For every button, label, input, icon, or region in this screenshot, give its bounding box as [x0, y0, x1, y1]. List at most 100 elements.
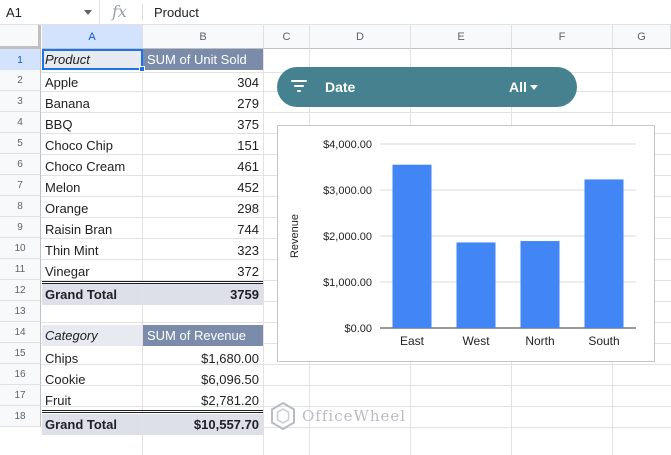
row-header-18[interactable]: 18 [0, 406, 41, 427]
table-row-value[interactable]: 151 [237, 138, 259, 153]
formula-divider [142, 4, 143, 20]
grid-line [41, 385, 671, 386]
bar [520, 241, 560, 328]
column-header-b[interactable]: B [143, 25, 264, 49]
row-header-10[interactable]: 10 [0, 238, 41, 259]
y-tick-label: $1,000.00 [323, 277, 372, 289]
date-filter-control[interactable]: Date All [277, 67, 577, 107]
row-header-5[interactable]: 5 [0, 133, 41, 154]
pivot2-header-sum[interactable]: SUM of Revenue [143, 325, 263, 346]
row-header-12[interactable]: 12 [0, 280, 41, 301]
table-row-label[interactable]: Choco Chip [45, 138, 113, 153]
row-header-6[interactable]: 6 [0, 154, 41, 175]
y-tick-label: $2,000.00 [323, 231, 372, 243]
x-tick-label: North [525, 334, 554, 348]
table-row-value[interactable]: 279 [237, 96, 259, 111]
table-row-label[interactable]: Melon [45, 180, 81, 195]
column-header-a[interactable]: A [42, 25, 143, 49]
row-header-11[interactable]: 11 [0, 259, 41, 280]
chart-svg: $0.00 $1,000.00 $2,000.00 $3,000.00 $4,000.0… [289, 139, 636, 348]
x-tick-label: South [588, 334, 619, 348]
formula-bar: A1 fx Product [0, 0, 671, 25]
pivot1-grand-total-label[interactable]: Grand Total [42, 284, 142, 305]
table-row-value[interactable]: 744 [237, 222, 259, 237]
x-tick-label: East [400, 334, 425, 348]
column-header-d[interactable]: D [310, 25, 411, 49]
row-header-15[interactable]: 15 [0, 343, 41, 364]
pivot2-grand-total-value[interactable]: $10,557.70 [143, 414, 263, 435]
table-row-value[interactable]: 461 [237, 159, 259, 174]
table-row-value[interactable]: 375 [237, 117, 259, 132]
grid-line [263, 49, 264, 455]
officewheel-logo [271, 401, 295, 431]
watermark-text: OfficeWheel [302, 407, 407, 425]
table-row-value[interactable]: 323 [237, 243, 259, 258]
table-row-value[interactable]: 452 [237, 180, 259, 195]
total-divider [42, 281, 263, 284]
table-row-label[interactable]: Banana [45, 96, 90, 111]
bar [392, 164, 432, 328]
grid-line [41, 364, 671, 365]
row-header-1[interactable]: 1 [0, 49, 41, 72]
row-header-14[interactable]: 14 [0, 322, 41, 343]
pivot1-header-product[interactable]: Product [42, 49, 142, 70]
column-header-e[interactable]: E [411, 25, 512, 49]
table-row-label[interactable]: Fruit [45, 393, 71, 408]
filter-value[interactable]: All [509, 79, 527, 95]
column-header-f[interactable]: F [512, 25, 613, 49]
row-header-16[interactable]: 16 [0, 364, 41, 385]
active-cell-outline [42, 49, 143, 70]
row-header-9[interactable]: 9 [0, 217, 41, 238]
function-icon: fx [112, 2, 127, 21]
pivot2-header-category[interactable]: Category [42, 325, 142, 346]
table-row-value[interactable]: $1,680.00 [201, 351, 259, 366]
y-axis-label: Revenue [289, 214, 301, 258]
table-row-label[interactable]: BBQ [45, 117, 73, 132]
name-box[interactable]: A1 [0, 0, 100, 24]
fill-handle[interactable] [139, 66, 145, 72]
table-row-label[interactable]: Apple [45, 75, 79, 90]
row-header-4[interactable]: 4 [0, 112, 41, 133]
table-row-value[interactable]: 372 [237, 264, 259, 279]
grid-line [41, 427, 671, 428]
chevron-down-icon[interactable] [530, 85, 538, 90]
table-row-label[interactable]: Thin Mint [45, 243, 99, 258]
pivot1-grand-total-value[interactable]: 3759 [143, 284, 263, 305]
grid-line [41, 406, 671, 407]
grid-line [142, 49, 143, 455]
table-row-label[interactable]: Cookie [45, 372, 86, 387]
filter-icon [291, 80, 307, 94]
pivot2-grand-total-label[interactable]: Grand Total [42, 414, 142, 435]
row-header-17[interactable]: 17 [0, 385, 41, 406]
row-header-2[interactable]: 2 [0, 70, 41, 91]
table-row-value[interactable]: 304 [237, 75, 259, 90]
select-all-corner[interactable] [0, 25, 41, 49]
bar [456, 242, 496, 328]
row-header-7[interactable]: 7 [0, 175, 41, 196]
table-row-label[interactable]: Orange [45, 201, 89, 216]
table-row-value[interactable]: $6,096.50 [201, 372, 259, 387]
watermark: OfficeWheel [266, 398, 416, 434]
y-tick-label: $3,000.00 [323, 185, 372, 197]
table-row-label[interactable]: Vinegar [45, 264, 90, 279]
formula-input[interactable]: Product [154, 5, 199, 20]
column-header-c[interactable]: C [264, 25, 310, 49]
row-header-13[interactable]: 13 [0, 301, 41, 322]
y-tick-label: $4,000.00 [323, 139, 372, 151]
revenue-chart[interactable]: $0.00 $1,000.00 $2,000.00 $3,000.00 $4,000.0… [277, 125, 655, 362]
table-row-label[interactable]: Chips [45, 351, 79, 366]
table-row-value[interactable]: $2,781.20 [201, 393, 259, 408]
row-header-8[interactable]: 8 [0, 196, 41, 217]
column-header-g[interactable]: G [613, 25, 671, 49]
pivot1-header-sum[interactable]: SUM of Unit Sold [143, 49, 263, 70]
row-header-3[interactable]: 3 [0, 91, 41, 112]
total-divider [42, 410, 263, 413]
table-row-label[interactable]: Raisin Bran [45, 222, 113, 237]
bar [584, 179, 624, 328]
y-tick-label: $0.00 [344, 323, 372, 335]
table-row-value[interactable]: 298 [237, 201, 259, 216]
chevron-down-icon[interactable] [84, 10, 92, 15]
filter-label: Date [325, 79, 356, 95]
table-row-label[interactable]: Choco Cream [45, 159, 126, 174]
x-tick-label: West [462, 334, 490, 348]
